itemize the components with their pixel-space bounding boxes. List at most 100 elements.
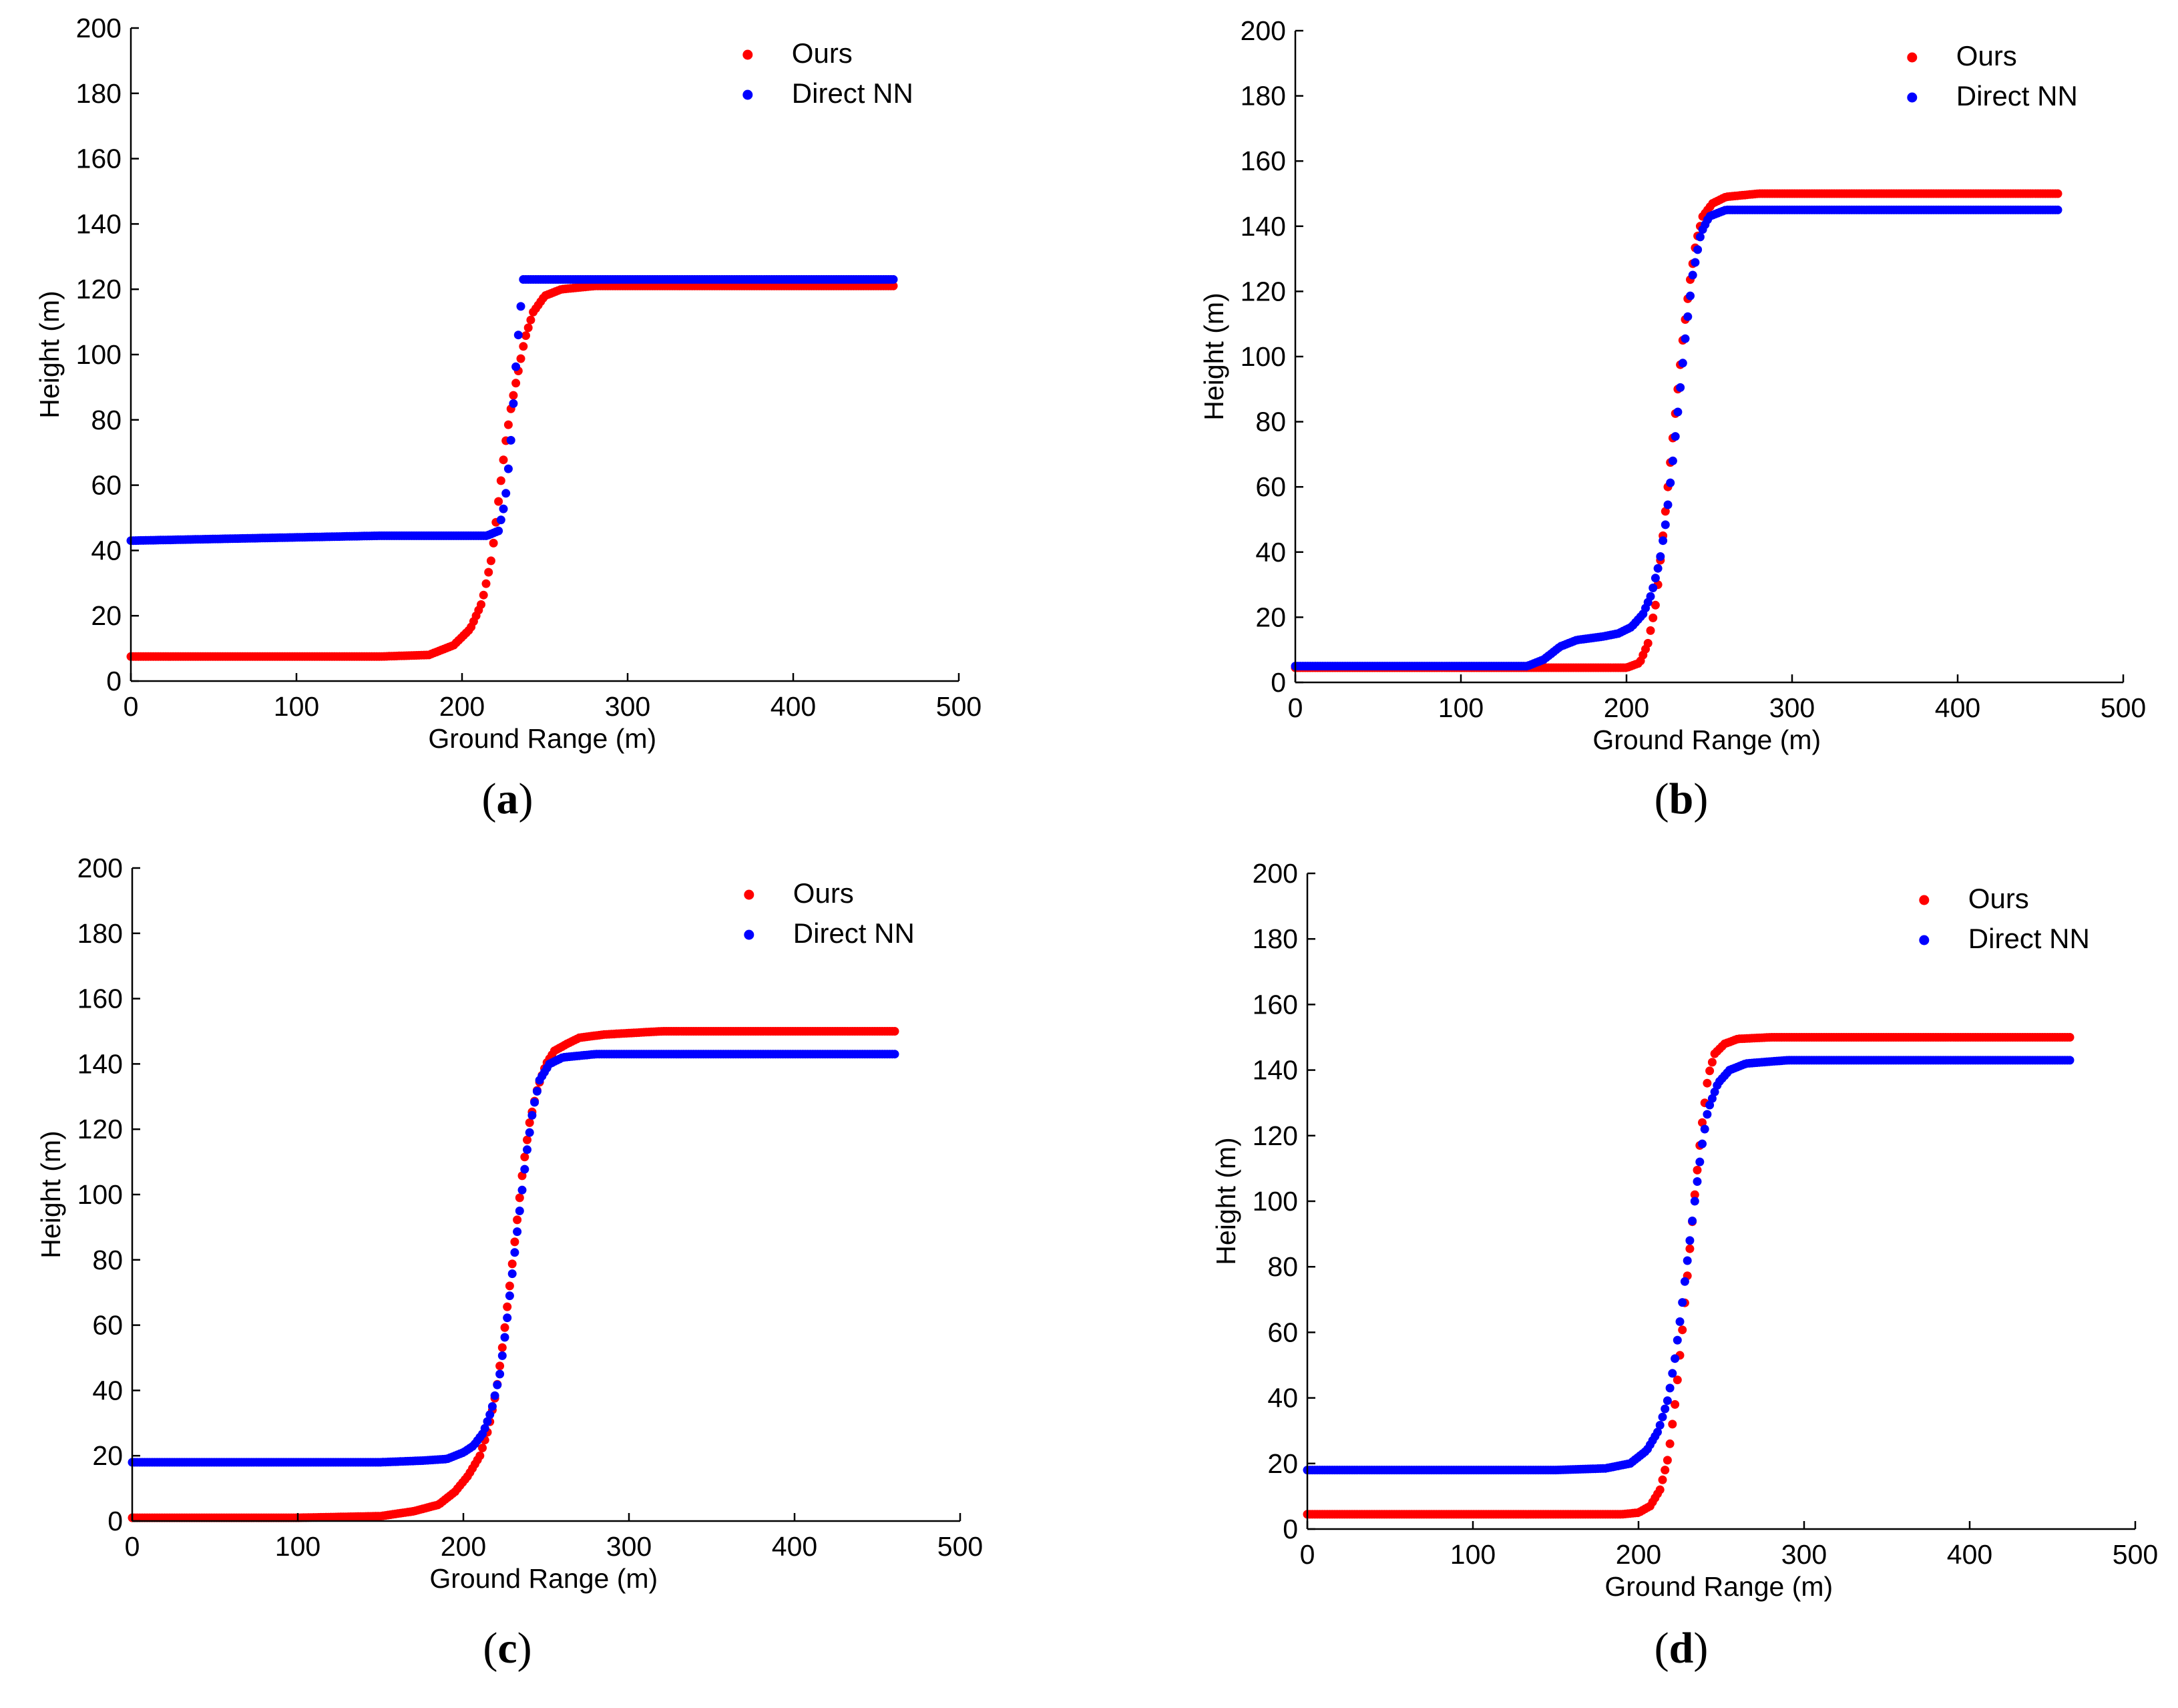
- data-point: [480, 1424, 489, 1433]
- data-point: [1651, 600, 1660, 610]
- data-point: [1671, 432, 1680, 441]
- data-point: [503, 1313, 512, 1323]
- data-point: [1643, 638, 1653, 648]
- data-point: [1710, 1087, 1719, 1096]
- data-point: [1655, 1485, 1665, 1494]
- data-point: [494, 497, 503, 506]
- legend-marker-ours: [1919, 895, 1930, 905]
- data-point: [1705, 1100, 1715, 1110]
- y-tick-label: 160: [76, 144, 122, 174]
- data-point: [1665, 1439, 1675, 1448]
- legend-marker-direct-nn: [744, 929, 754, 940]
- y-tick-label: 180: [77, 918, 123, 949]
- series-ours: [1303, 1033, 2075, 1519]
- data-point: [1663, 1456, 1672, 1465]
- data-point: [505, 1281, 514, 1291]
- series-direct-nn: [1291, 205, 2062, 671]
- x-tick-label: 500: [936, 691, 982, 722]
- data-point: [1661, 507, 1670, 516]
- legend-label-direct-nn: Direct NN: [1968, 923, 2090, 954]
- y-tick-label: 40: [91, 535, 122, 566]
- data-point: [1663, 1396, 1672, 1406]
- data-point: [509, 399, 518, 408]
- legend-label-ours: Ours: [1968, 883, 2029, 914]
- x-tick-label: 500: [2101, 692, 2146, 723]
- data-point: [1656, 552, 1665, 561]
- data-point: [520, 1152, 529, 1162]
- data-point: [477, 600, 485, 609]
- data-point: [1707, 1058, 1717, 1067]
- data-point: [481, 579, 491, 588]
- series-direct-nn: [126, 275, 898, 546]
- y-tick-label: 120: [1241, 276, 1286, 306]
- data-point: [500, 1333, 509, 1342]
- data-point: [1651, 574, 1660, 583]
- data-point: [1653, 1428, 1662, 1437]
- data-point: [1707, 1094, 1717, 1103]
- data-point: [495, 1369, 505, 1379]
- x-axis-label: Ground Range (m): [1592, 724, 1821, 755]
- data-point: [1673, 407, 1683, 417]
- chart-panel-c: 0 100 200 300 400 500 0 20 40 60 80 100 120 140 160 180…: [35, 853, 983, 1594]
- x-tick-label: 300: [605, 691, 650, 722]
- x-tick-label: 400: [772, 1531, 817, 1562]
- data-point: [506, 435, 515, 445]
- y-tick-label: 120: [1253, 1120, 1298, 1151]
- y-tick-label: 200: [1241, 15, 1286, 46]
- data-point: [1658, 1475, 1667, 1484]
- data-point: [499, 455, 508, 465]
- y-tick-label: 0: [106, 666, 122, 696]
- data-point: [1649, 584, 1658, 592]
- legend-label-ours: Ours: [1956, 40, 2017, 71]
- y-tick-label: 100: [76, 339, 122, 370]
- legend-label-ours: Ours: [792, 37, 853, 69]
- y-tick-label: 20: [1267, 1448, 1298, 1479]
- panel-label-a: (a): [482, 775, 533, 823]
- data-point: [1705, 1066, 1715, 1076]
- data-point: [1673, 1335, 1682, 1345]
- legend-marker-ours: [1907, 52, 1918, 63]
- data-point: [1663, 500, 1673, 509]
- data-point: [496, 515, 505, 525]
- data-point: [1668, 1369, 1677, 1378]
- y-tick-label: 80: [92, 1245, 123, 1275]
- data-point: [493, 1380, 502, 1390]
- y-tick-label: 80: [1267, 1251, 1298, 1282]
- x-tick-label: 400: [1935, 692, 1980, 723]
- data-point: [1688, 270, 1697, 280]
- data-point: [527, 1110, 537, 1120]
- data-point: [503, 464, 513, 473]
- data-point: [523, 1135, 531, 1144]
- y-axis-label: Height (m): [1211, 1137, 1241, 1265]
- x-tick-label: 400: [1947, 1539, 1992, 1570]
- data-point: [1695, 232, 1705, 242]
- data-point: [507, 1269, 517, 1279]
- data-point: [1690, 1190, 1699, 1199]
- y-tick-label: 180: [1241, 81, 1286, 112]
- data-point: [497, 1351, 507, 1360]
- data-point: [523, 323, 533, 333]
- y-tick-label: 40: [92, 1375, 123, 1406]
- x-tick-label: 300: [606, 1531, 652, 1562]
- data-point: [1668, 456, 1677, 465]
- data-point: [509, 391, 518, 400]
- legend-label-ours: Ours: [793, 877, 854, 909]
- data-point: [515, 1207, 524, 1215]
- y-tick-label: 0: [1283, 1514, 1298, 1544]
- data-point: [496, 476, 505, 485]
- legend-marker-ours: [742, 49, 753, 60]
- y-tick-label: 20: [1255, 602, 1286, 632]
- data-point: [513, 1215, 522, 1225]
- data-point: [479, 590, 488, 600]
- y-tick-label: 160: [1241, 146, 1286, 176]
- x-tick-label: 200: [1616, 1539, 1661, 1570]
- legend-label-direct-nn: Direct NN: [1956, 80, 2078, 112]
- y-tick-label: 20: [91, 600, 122, 631]
- x-tick-label: 500: [937, 1531, 983, 1562]
- y-tick-label: 60: [1267, 1317, 1298, 1347]
- chart-panel-b: 0 100 200 300 400 500 0 20 40 60 80 100 120 140 160 180…: [1199, 15, 2146, 755]
- data-point: [1671, 1354, 1680, 1363]
- data-point: [483, 1417, 492, 1426]
- data-point: [1685, 1244, 1695, 1253]
